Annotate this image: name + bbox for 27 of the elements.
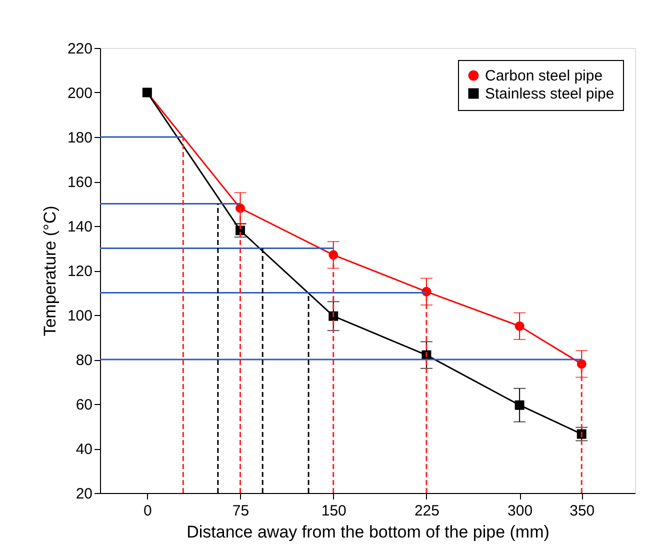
y-tick-label: 200 <box>67 85 92 102</box>
point <box>328 250 338 260</box>
legend-label: Stainless steel pipe <box>485 86 614 102</box>
y-tick-label: 40 <box>76 441 92 458</box>
x-tick-label: 0 <box>143 502 152 520</box>
point <box>576 359 586 369</box>
x-tick-label: 350 <box>570 502 595 520</box>
y-axis-title: Temperature (°C) <box>40 206 60 336</box>
y-tick-label: 80 <box>76 352 92 369</box>
point <box>328 311 338 321</box>
x-tick-label: 75 <box>232 502 250 520</box>
y-tick-label: 20 <box>76 486 92 502</box>
y-tick-label: 120 <box>67 263 92 280</box>
x-axis-title: Distance away from the bottom of the pipe (mm) <box>186 522 550 542</box>
y-tick-label: 100 <box>67 308 92 324</box>
legend-label: Carbon steel pipe <box>485 68 603 84</box>
point <box>514 400 524 410</box>
x-tick-label: 150 <box>321 502 346 520</box>
point <box>514 321 524 331</box>
point <box>576 429 586 439</box>
x-tick-label: 225 <box>414 502 440 520</box>
y-tick-label: 160 <box>67 174 92 191</box>
y-tick-label: 60 <box>76 396 92 414</box>
y-tick-label: 140 <box>67 218 92 236</box>
x-tick-label: 300 <box>508 502 533 520</box>
y-tick-label: 180 <box>67 130 92 146</box>
y-tick-label: 220 <box>67 40 92 58</box>
